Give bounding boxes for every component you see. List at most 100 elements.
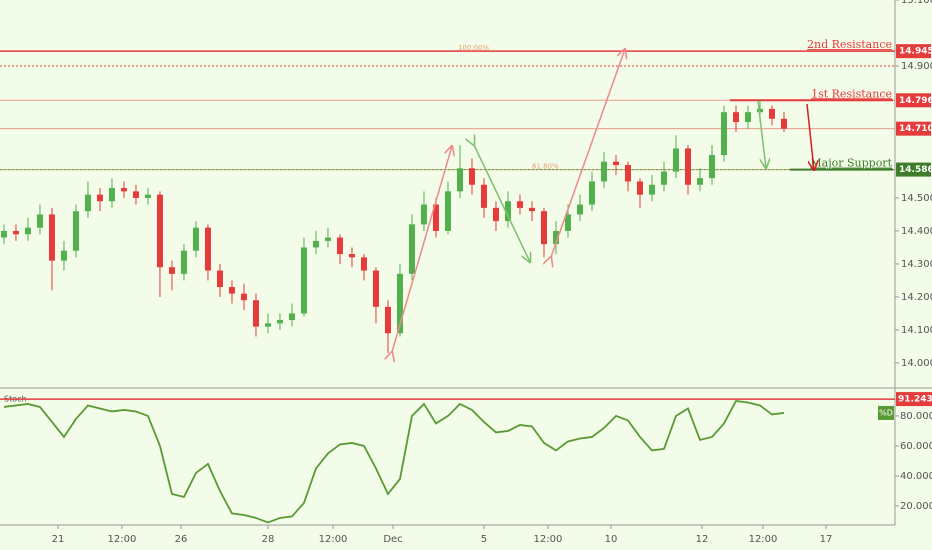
x-tick-label: Dec	[383, 534, 402, 545]
stoch-line	[3, 399, 785, 524]
candle-body	[48, 214, 55, 261]
candle-body	[600, 161, 607, 182]
candle-body	[132, 191, 139, 198]
candle-body	[456, 168, 463, 192]
candle-body	[528, 207, 535, 212]
price-tag-label: 14.710	[899, 124, 932, 134]
candle-body	[756, 108, 763, 113]
price-tag-label: 91.2438	[898, 395, 932, 405]
candle-body	[192, 227, 199, 251]
candle-body	[372, 270, 379, 307]
candle-body	[360, 257, 367, 271]
arrow	[474, 145, 530, 262]
x-tick-label: 12:00	[108, 534, 137, 545]
legend-label: %D	[879, 408, 893, 417]
level-name: 2nd Resistance	[807, 38, 892, 51]
candle-body	[708, 155, 715, 179]
candle-body	[768, 108, 775, 119]
x-tick-label: 10	[605, 534, 618, 545]
x-tick-label: 12	[696, 534, 709, 545]
candle-body	[480, 184, 487, 208]
candle-body	[492, 207, 499, 222]
arrows	[392, 49, 814, 352]
candle-body	[744, 112, 751, 123]
candle-body	[624, 164, 631, 182]
y-tick-label: 60.0000	[900, 441, 932, 452]
price-tag	[896, 44, 931, 59]
price-tag	[896, 392, 932, 407]
candle-body	[444, 191, 451, 231]
level-name: 1st Resistance	[811, 87, 892, 100]
candle-body	[408, 224, 415, 274]
fib-label: 100.00%	[458, 44, 489, 52]
candle-body	[0, 230, 7, 238]
candle-body	[684, 148, 691, 185]
candle-body	[228, 287, 235, 294]
candle-body	[108, 188, 115, 202]
price-tag	[896, 93, 931, 108]
candle-body	[276, 320, 283, 324]
price-tag-label: 14.586	[899, 165, 932, 175]
price-tag-label: 14.796	[899, 96, 932, 106]
candle-body	[336, 237, 343, 255]
level-name: Major Support	[810, 157, 892, 170]
x-tick-label: 5	[481, 534, 487, 545]
y-tick-label: 80.0000	[900, 411, 932, 422]
candle-body	[264, 323, 271, 327]
candle-body	[720, 112, 727, 156]
candle-body	[288, 313, 295, 321]
arrow	[757, 100, 766, 168]
legend-badge	[878, 405, 894, 420]
x-tick-label: 12:00	[749, 534, 778, 545]
y-tick-label: 14.300	[901, 259, 932, 270]
candle-body	[204, 227, 211, 271]
candle-body	[420, 204, 427, 225]
candle-body	[612, 161, 619, 165]
y-tick-label: 14.200	[901, 292, 932, 303]
x-tick-label: 17	[820, 534, 833, 545]
candle-body	[780, 118, 787, 129]
arrow	[392, 146, 452, 352]
price-tag	[896, 121, 931, 136]
candle-body	[300, 247, 307, 314]
candle-body	[216, 270, 223, 288]
candle-body	[384, 306, 391, 334]
candle-body	[252, 300, 259, 327]
candle-body	[468, 168, 475, 185]
y-tick-label: 15.100	[901, 0, 932, 6]
candle-body	[648, 184, 655, 195]
candle-body	[84, 194, 91, 212]
candle-body	[540, 211, 547, 245]
arrow	[806, 103, 814, 170]
y-tick-label: 14.500	[901, 193, 932, 204]
candle-body	[24, 227, 31, 235]
candle-body	[240, 293, 247, 301]
candle-body	[180, 250, 187, 274]
candle-body	[636, 181, 643, 195]
candle-body	[660, 171, 667, 185]
y-tick-label: 14.000	[901, 358, 932, 369]
candle-body	[156, 194, 163, 268]
y-tick-label: 20.0000	[900, 501, 932, 512]
candle-body	[36, 214, 43, 228]
candle-body	[732, 112, 739, 123]
arrow	[551, 49, 625, 257]
candle-body	[576, 204, 583, 215]
y-tick-label: 14.900	[901, 61, 932, 72]
y-tick-label: 40.0000	[900, 471, 932, 482]
candle-body	[60, 250, 67, 261]
candle-body	[96, 194, 103, 202]
candle-body	[588, 181, 595, 205]
candle-body	[312, 240, 319, 248]
candle-body	[696, 178, 703, 185]
price-tag	[896, 162, 931, 177]
candle-body	[144, 194, 151, 198]
fib-label: 61.80%	[532, 163, 559, 171]
x-tick-label: 12:00	[319, 534, 348, 545]
x-tick-label: 26	[175, 534, 188, 545]
candle-body	[348, 254, 355, 258]
candle-body	[516, 201, 523, 208]
candle-body	[72, 211, 79, 251]
